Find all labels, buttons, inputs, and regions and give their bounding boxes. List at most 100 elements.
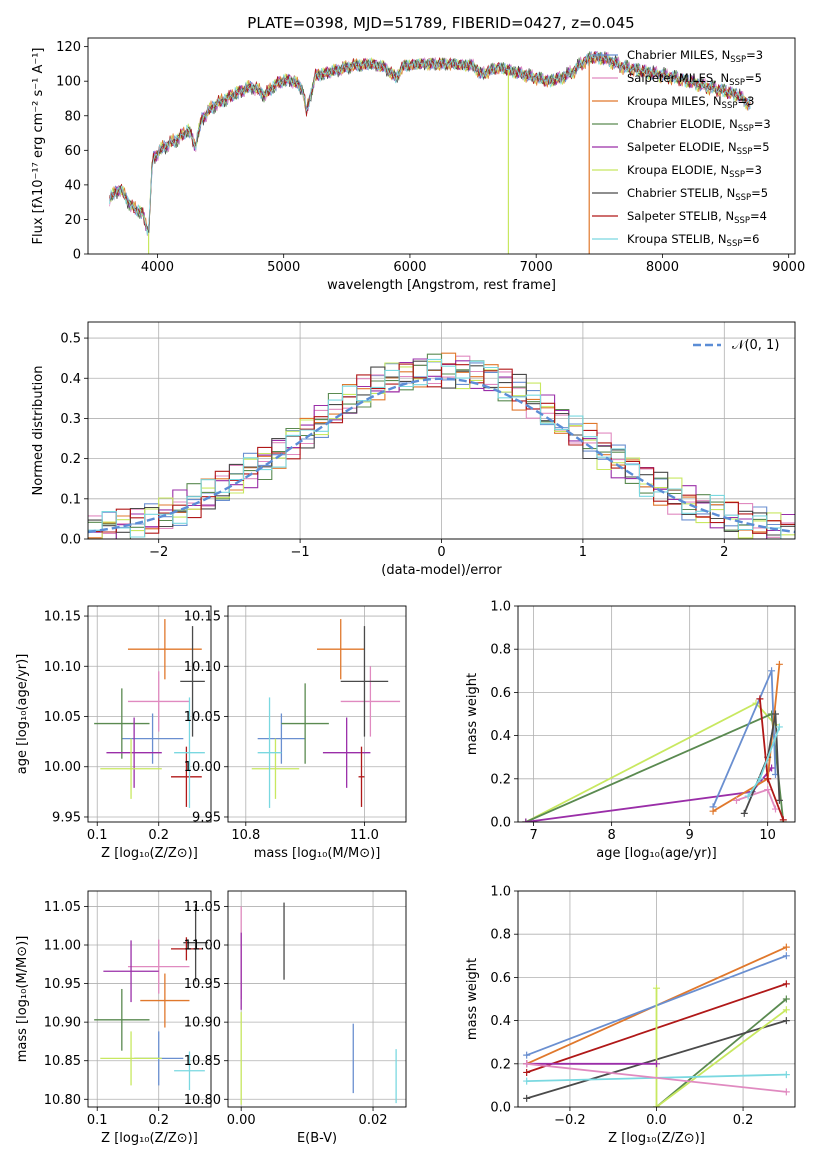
axes-frame [517,605,796,823]
weight-marker [775,723,783,731]
y-tick-label: 0 [73,248,81,263]
axes-residuals: −2 −1 0 1 2 0.0 0.1 0.2 0.3 0.4 0.5 (data-model)/er… [31,321,796,578]
weight-marker [779,816,787,822]
plot-area [522,660,787,822]
weight-marker [771,805,779,813]
y-tick-label: 10.85 [184,1054,221,1069]
x-tick-label: 4000 [141,260,174,275]
x-tick-label: 0.00 [227,1113,256,1128]
y-tick-label: 0.4 [60,372,81,387]
x-tick-label: 0.2 [148,1113,169,1128]
y-tick-label: 0.5 [60,332,81,347]
weight-marker [653,1103,660,1107]
y-tick-label: 0.0 [60,533,81,548]
axes-frame [87,890,212,1108]
plot-area [94,904,208,1091]
weight-marker [782,1006,790,1014]
weight-line-kroupa-elodie [525,702,777,822]
weight-marker [523,1051,531,1059]
y-tick-label: 10.10 [184,660,221,675]
y-tick-label: 11.00 [184,939,221,954]
x-tick-label: 10 [759,828,776,843]
y-tick-label: 0.8 [490,643,511,658]
y-tick-label: 10.00 [184,760,221,775]
x-axis-label: Z [log₁₀(Z/Z⊙)] [608,1131,705,1146]
weight-marker [522,818,530,822]
weight-line-salpeter-miles [526,1062,787,1093]
weight-line-chabrier-elodie [655,998,787,1107]
weight-line-chabrier-elodie [525,712,785,822]
weight-marker [782,943,790,951]
y-tick-label: 11.00 [44,939,81,954]
legend-entry: Chabrier MILES, NSSP=3 [627,48,763,65]
x-axis-label: E(B-V) [297,1131,337,1146]
legend-entry: Chabrier STELIB, NSSP=5 [627,186,768,203]
axes-mass_weight_vs_z: −0.2 0.0 0.2 0.0 0.2 0.4 0.6 0.8 1.0 Z [log₁₀(Z/Z… [465,885,796,1146]
y-tick-label: 0.4 [490,729,511,744]
x-axis-label: wavelength [Angstrom, rest frame] [327,278,556,293]
weight-marker [756,775,764,783]
x-tick-label: 0.1 [87,828,108,843]
weight-marker [756,695,764,703]
plot-area [251,619,401,808]
y-tick-label: 9.95 [52,810,81,825]
weight-line-salpeter-elodie [525,767,773,822]
weight-marker [523,1068,531,1076]
weight-marker [775,796,783,804]
y-axis-label: age [log₁₀(age/yr)] [15,654,30,775]
x-axis-label: Z [log₁₀(Z/Z⊙)] [101,846,198,861]
weight-marker [709,807,717,815]
x-tick-label: 9000 [772,260,805,275]
axes-frame [87,321,796,540]
plot-area [523,943,790,1107]
y-tick-label: 10.15 [184,610,221,625]
y-tick-label: 0.0 [490,816,511,831]
x-tick-label: −0.2 [554,1113,586,1128]
weight-marker [523,1077,531,1085]
y-tick-label: 11.05 [184,900,221,915]
legend-entry: Kroupa STELIB, NSSP=6 [627,232,759,249]
y-axis-label: mass weight [465,673,480,755]
weight-marker [740,809,748,817]
x-tick-label: 10.8 [231,828,260,843]
weight-marker [782,952,790,960]
x-tick-label: −2 [149,545,168,560]
y-tick-label: 0.1 [60,492,81,507]
weight-marker [782,1017,790,1025]
x-tick-label: 1 [579,545,587,560]
legend: Chabrier MILES, NSSP=3 Salpeter MILES, NS… [592,48,771,249]
x-tick-label: 0.1 [87,1113,108,1128]
axes-mass_weight_vs_age: 7 8 9 10 0.0 0.2 0.4 0.6 0.8 1.0 age [log₁₀(age/yr… [465,600,796,861]
x-tick-label: 0 [437,545,445,560]
weight-marker [782,980,790,988]
x-tick-label: 0.2 [148,828,169,843]
y-tick-label: 10.85 [44,1054,81,1069]
axes-frame [87,605,212,823]
weight-marker [732,796,740,804]
weight-marker [653,984,660,992]
y-tick-label: 10.90 [184,1016,221,1031]
weight-marker [768,667,776,675]
y-tick-label: 0.3 [60,412,81,427]
y-tick-label: 100 [56,75,81,90]
y-tick-label: 10.80 [44,1093,81,1108]
x-tick-label: 0.0 [646,1113,667,1128]
weight-line-chabrier-miles [712,670,777,808]
x-tick-label: 2 [720,545,728,560]
axes-age_vs_z: 0.1 0.2 9.95 10.00 10.05 10.10 10.15 Z [log₁₀(Z… [15,605,212,861]
y-tick-label: 10.10 [44,660,81,675]
y-tick-label: 40 [64,178,81,193]
weight-marker [782,995,790,1003]
legend-entry: Salpeter MILES, NSSP=5 [627,71,762,88]
y-tick-label: 10.95 [44,977,81,992]
weight-marker [771,710,779,718]
weight-marker [775,660,783,668]
spectrum-title: PLATE=0398, MJD=51789, FIBERID=0427, z=0… [247,14,634,32]
y-tick-label: 1.0 [490,600,511,615]
legend-entry: Kroupa ELODIE, NSSP=3 [627,163,762,180]
y-tick-label: 10.80 [184,1093,221,1108]
plot-area [88,352,795,539]
x-tick-label: −1 [291,545,310,560]
axes-frame [227,890,407,1108]
